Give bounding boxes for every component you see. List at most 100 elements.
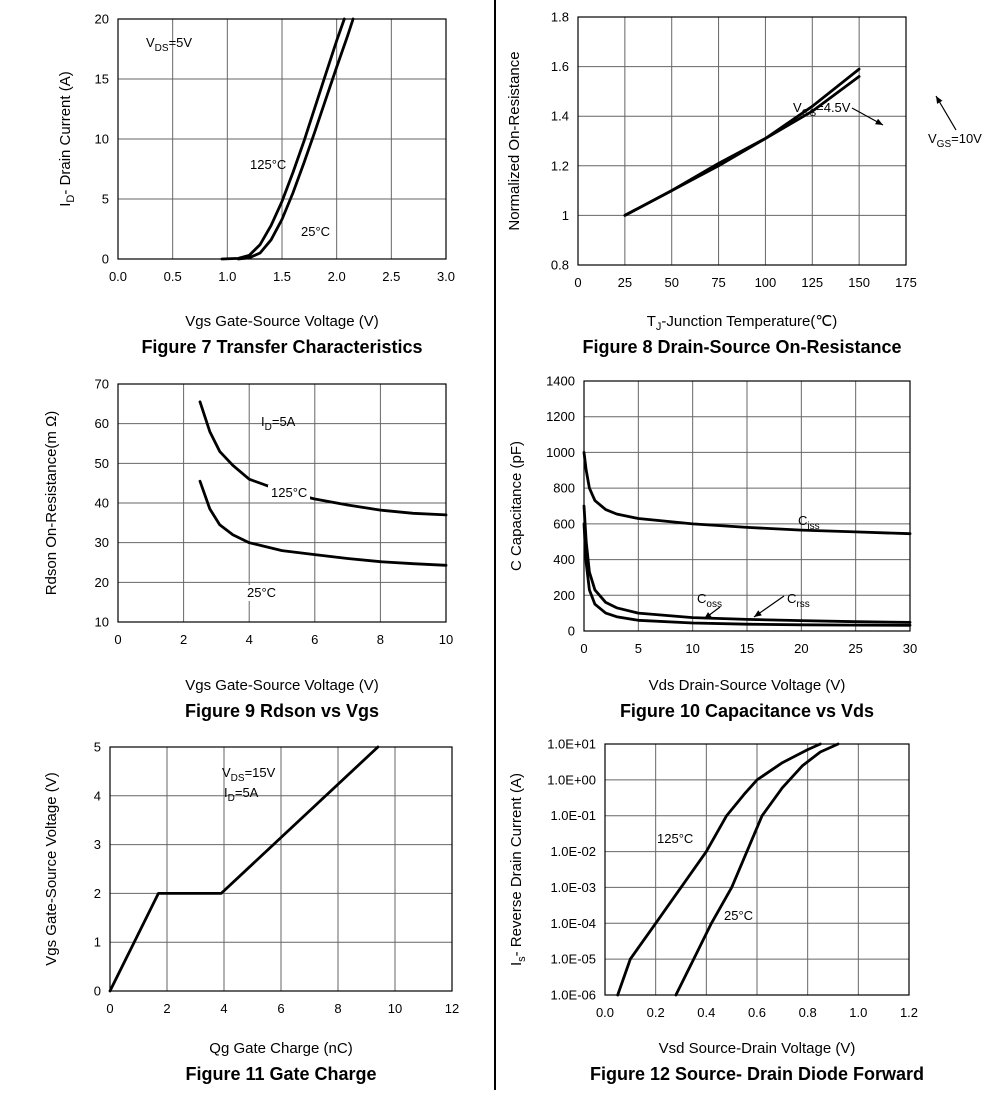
- x-tick-label: 2.0: [328, 269, 346, 284]
- x-tick-label: 175: [895, 275, 917, 290]
- fig11-y-axis-label: Vgs Gate-Source Voltage (V): [43, 772, 60, 965]
- x-tick-label: 8: [334, 1001, 341, 1016]
- series-line-coss: [582, 504, 912, 624]
- y-tick-label: 30: [95, 535, 109, 550]
- x-tick-label: 15: [740, 641, 754, 656]
- x-tick-label: 20: [794, 641, 808, 656]
- y-tick-label: 20: [95, 12, 109, 27]
- y-tick-label: 70: [95, 377, 109, 392]
- y-tick-label: 3: [94, 837, 101, 852]
- series-line-25c: [198, 479, 448, 567]
- x-tick-label: 0.4: [697, 1005, 715, 1020]
- annotation-coss: Coss: [697, 591, 722, 610]
- fig11-plot-frame: [109, 746, 453, 992]
- series-line-vgs: [108, 745, 380, 993]
- fig11-grid: [109, 746, 453, 992]
- figure-9-panel: 0 2 4 6 8 10 10 20 30 40 50 60 70 ID=5A 125°C 25°C Vgs G…: [0, 368, 494, 728]
- y-tick-label: 1.0E+00: [547, 772, 596, 787]
- y-tick-label: 1.0E-04: [550, 916, 596, 931]
- y-tick-label: 200: [553, 588, 575, 603]
- fig10-x-axis-label: Vds Drain-Source Voltage (V): [649, 677, 846, 694]
- y-tick-label: 1: [562, 208, 569, 223]
- arrow-head: [704, 612, 712, 619]
- fig10-caption: Figure 10 Capacitance vs Vds: [620, 701, 874, 721]
- annotation-vgs10v: VGS=10V: [928, 131, 982, 150]
- x-tick-label: 8: [377, 632, 384, 647]
- annotation-crss: Crss: [787, 591, 810, 610]
- y-tick-label: 1.8: [551, 10, 569, 25]
- annotation-25c: 25°C: [247, 585, 276, 600]
- x-tick-label: 50: [664, 275, 678, 290]
- figure-12-panel: 0.0 0.2 0.4 0.6 0.8 1.0 1.2 1.0E-06 1.0E-05 1.0E-…: [496, 736, 991, 1090]
- annotation-id5a: ID=5A: [224, 785, 259, 804]
- y-tick-label: 10: [95, 132, 109, 147]
- fig12-x-axis-label: Vsd Source-Drain Voltage (V): [659, 1040, 856, 1057]
- y-tick-label: 600: [553, 516, 575, 531]
- x-tick-label: 10: [388, 1001, 402, 1016]
- fig8-caption: Figure 8 Drain-Source On-Resistance: [582, 337, 901, 357]
- x-tick-label: 0.2: [647, 1005, 665, 1020]
- fig7-caption: Figure 7 Transfer Characteristics: [141, 337, 422, 357]
- arrow-head: [754, 610, 762, 617]
- y-tick-label: 40: [95, 496, 109, 511]
- fig7-chart: 0.0 0.5 1.0 1.5 2.0 2.5 3.0 0 5 10 15 20 VDS=5V 125°C…: [57, 12, 455, 358]
- x-tick-label: 0.0: [596, 1005, 614, 1020]
- x-tick-label: 2: [180, 632, 187, 647]
- fig11-x-axis-label: Qg Gate Charge (nC): [209, 1040, 352, 1057]
- y-tick-label: 1.6: [551, 59, 569, 74]
- x-tick-label: 1.0: [849, 1005, 867, 1020]
- y-tick-label: 800: [553, 481, 575, 496]
- x-tick-label: 10: [439, 632, 453, 647]
- figure-8-panel: 0 25 50 75 100 125 150 175 0.8 1 1.2 1.4 1.6 1.8 VGS=4…: [496, 0, 991, 362]
- x-tick-label: 4: [246, 632, 253, 647]
- fig7-grid: [117, 18, 447, 260]
- series-line-ciss: [582, 451, 912, 536]
- y-tick-label: 400: [553, 552, 575, 567]
- y-tick-label: 15: [95, 72, 109, 87]
- series-line-125c: [616, 742, 822, 997]
- y-tick-label: 0: [102, 252, 109, 267]
- column-divider: [494, 0, 496, 1090]
- y-tick-label: 1.0E+01: [547, 737, 596, 752]
- fig12-caption: Figure 12 Source- Drain Diode Forward: [590, 1064, 924, 1084]
- x-tick-label: 125: [801, 275, 823, 290]
- annotation-id5a: ID=5A: [261, 414, 296, 433]
- x-tick-label: 4: [220, 1001, 227, 1016]
- fig8-x-axis-label: TJ-Junction Temperature(℃): [647, 313, 837, 333]
- x-tick-label: 150: [848, 275, 870, 290]
- fig10-chart: 0 5 10 15 20 25 300200400600800100012001400Cis…: [508, 374, 917, 722]
- x-tick-label: 0: [574, 275, 581, 290]
- fig9-chart: 0 2 4 6 8 10 10 20 30 40 50 60 70 ID=5A 125°C 25°C Vgs G…: [43, 377, 453, 722]
- x-tick-label: 0.8: [799, 1005, 817, 1020]
- x-tick-label: 1.0: [218, 269, 236, 284]
- y-tick-label: 1.0E-01: [550, 808, 596, 823]
- y-tick-label: 1.0E-06: [550, 988, 596, 1003]
- y-tick-label: 10: [95, 615, 109, 630]
- y-tick-label: 20: [95, 575, 109, 590]
- y-tick-label: 1: [94, 935, 101, 950]
- annotation-25c: 25°C: [301, 224, 330, 239]
- fig9-x-axis-label: Vgs Gate-Source Voltage (V): [185, 677, 378, 694]
- fig8-grid: [577, 16, 907, 266]
- y-tick-label: 1200: [546, 409, 575, 424]
- y-tick-label: 50: [95, 456, 109, 471]
- y-tick-label: 1.2: [551, 158, 569, 173]
- annotation-vds5v: VDS=5V: [146, 35, 192, 54]
- figure-11-panel: 0 2 4 6 8 10 12 0 1 2 3 4 5 VDS=15V ID=5A Qg Gate Charg…: [0, 736, 494, 1090]
- annotation-125c: 125°C: [250, 157, 286, 172]
- x-tick-label: 3.0: [437, 269, 455, 284]
- y-tick-label: 1000: [546, 445, 575, 460]
- annotation-vds15v: VDS=15V: [222, 765, 276, 784]
- y-tick-label: 1.0E-05: [550, 952, 596, 967]
- x-tick-label: 10: [685, 641, 699, 656]
- figure-10-panel: 0 5 10 15 20 25 30 0 200 400 600 800 1000 1200 1400 Cis…: [496, 368, 991, 728]
- fig9-plot-frame: [117, 383, 447, 623]
- annotation-125c: 125°C: [657, 831, 693, 846]
- y-tick-label: 0.8: [551, 258, 569, 273]
- series-line-vgs45v: [623, 67, 861, 217]
- y-tick-label: 60: [95, 416, 109, 431]
- annotation-125c: 125°C: [271, 485, 307, 500]
- fig7-y-axis-label: ID- Drain Current (A): [57, 71, 77, 206]
- series-line-25c: [236, 17, 355, 261]
- fig12-y-axis-label: Is- Reverse Drain Current (A): [508, 773, 528, 966]
